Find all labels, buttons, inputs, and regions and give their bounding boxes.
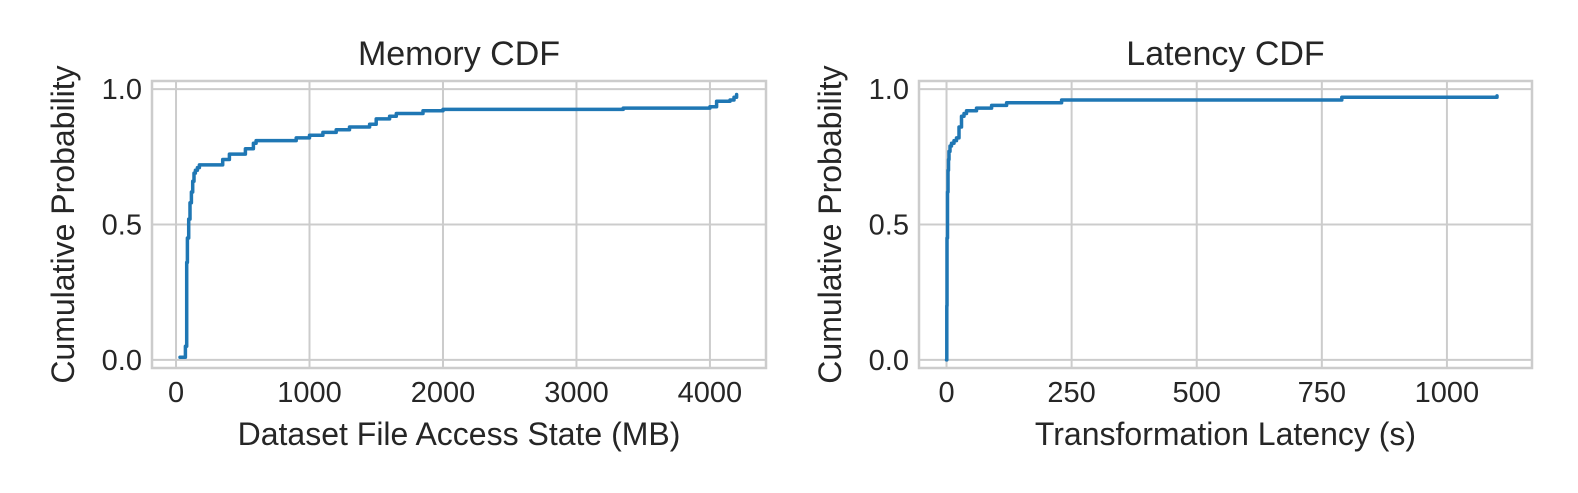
y-axis-label: Cumulative Probability — [812, 65, 848, 383]
cdf-series-line — [944, 94, 1499, 362]
plot-frame — [917, 79, 1534, 370]
x-tick-label: 250 — [1047, 377, 1095, 409]
x-tick-label: 4000 — [678, 377, 743, 409]
x-tick-label: 1000 — [1415, 377, 1480, 409]
x-tick-label: 750 — [1298, 377, 1346, 409]
y-tick-label: 1.0 — [102, 74, 142, 106]
x-axis-label: Transformation Latency (s) — [1035, 416, 1416, 452]
x-axis-label: Dataset File Access State (MB) — [238, 416, 681, 452]
x-tick-label: 3000 — [544, 377, 609, 409]
chart-title: Memory CDF — [358, 35, 560, 73]
x-tick-label: 2000 — [411, 377, 476, 409]
y-tick-label: 0.5 — [869, 210, 909, 242]
y-tick-label: 1.0 — [869, 74, 909, 106]
x-tick-label: 500 — [1173, 377, 1221, 409]
x-tick-label: 1000 — [277, 377, 342, 409]
y-tick-label: 0.0 — [869, 345, 909, 377]
plot-frame — [150, 79, 768, 370]
y-axis-label: Cumulative Probability — [45, 65, 81, 383]
chart-title: Latency CDF — [1126, 35, 1324, 73]
memory-cdf-panel: 0 1000 2000 3000 4000 0.0 0.5 1.0 Memory CDF Data… — [45, 35, 768, 452]
cdf-series-line — [178, 92, 739, 359]
y-tick-label: 0.5 — [102, 210, 142, 242]
y-tick-label: 0.0 — [102, 345, 142, 377]
x-tick-label: 0 — [168, 377, 184, 409]
latency-cdf-panel: 0 250 500 750 1000 0.0 0.5 1.0 Latency CDF Transf… — [812, 35, 1534, 452]
x-tick-label: 0 — [938, 377, 954, 409]
